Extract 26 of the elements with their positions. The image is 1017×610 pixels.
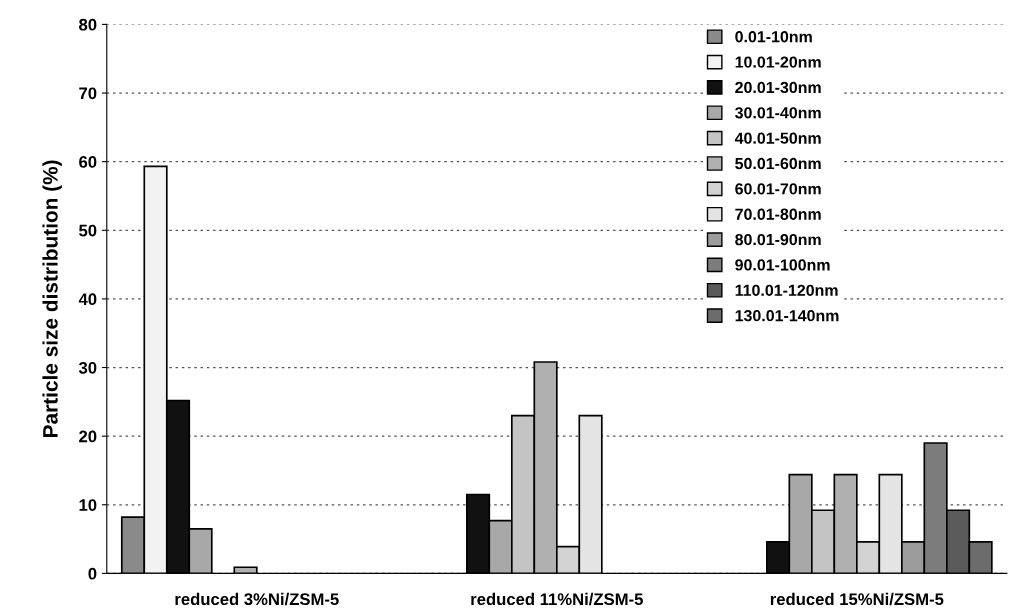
legend-label: 130.01-140nm: [735, 309, 839, 322]
legend-label: 60.01-70nm: [735, 183, 821, 195]
y-tick-label: 10: [79, 499, 97, 511]
y-tick-label: 50: [79, 224, 97, 237]
y-tick-label: 20: [79, 430, 97, 443]
legend-label: 110.01-120nm: [735, 284, 838, 296]
y-tick-label: 60: [79, 156, 97, 168]
y-axis-title: Particle size distribution (%): [42, 160, 62, 437]
legend-label: 10.01-20nm: [735, 56, 821, 68]
y-tick-label: 70: [79, 87, 97, 100]
legend-label: 80.01-90nm: [735, 233, 821, 246]
legend-label: 90.01-100nm: [735, 259, 830, 271]
x-tick-label: reduced 11%Ni/ZSM-5: [471, 592, 643, 606]
x-tick-label: reduced 15%Ni/ZSM-5: [770, 592, 944, 606]
x-tick-label: reduced 3%Ni/ZSM-5: [175, 592, 339, 606]
bar: [233, 566, 258, 574]
y-tick-label: 0: [88, 567, 97, 580]
legend-label: 0.01-10nm: [735, 31, 812, 43]
y-tick-label: 30: [78, 361, 97, 374]
legend-label: 50.01-60nm: [735, 157, 821, 170]
legend-label: 70.01-80nm: [735, 208, 821, 220]
legend-label: 30.01-40nm: [735, 107, 821, 119]
legend-label: 20.01-30nm: [735, 81, 821, 94]
y-tick-label: 80: [79, 18, 97, 31]
legend-label: 40.01-50nm: [734, 132, 821, 144]
y-tick-label: 40: [78, 293, 97, 306]
